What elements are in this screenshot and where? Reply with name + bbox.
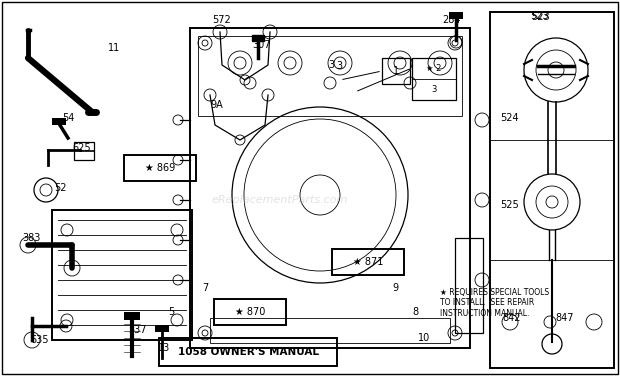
Text: ★ 869: ★ 869 xyxy=(145,163,175,173)
Text: 1: 1 xyxy=(393,66,399,76)
Text: 11: 11 xyxy=(108,43,120,53)
Bar xyxy=(382,58,410,84)
Text: 9A: 9A xyxy=(210,100,223,110)
Bar xyxy=(159,338,337,366)
Text: 54: 54 xyxy=(62,113,74,123)
Text: 13: 13 xyxy=(158,343,170,353)
Bar xyxy=(52,118,66,125)
Text: 842: 842 xyxy=(502,313,521,323)
Text: 847: 847 xyxy=(555,313,574,323)
Text: 523: 523 xyxy=(531,12,549,22)
Bar xyxy=(124,155,196,181)
Bar xyxy=(198,36,462,116)
Bar xyxy=(252,35,264,41)
Bar xyxy=(332,249,404,275)
Text: ★ 2: ★ 2 xyxy=(427,64,441,73)
Text: 1058 OWNER'S MANUAL: 1058 OWNER'S MANUAL xyxy=(177,347,319,357)
Text: 5: 5 xyxy=(168,307,174,317)
Text: 523: 523 xyxy=(530,11,549,21)
Text: 3: 3 xyxy=(432,85,436,94)
Text: 572: 572 xyxy=(212,15,231,25)
Bar xyxy=(412,58,456,100)
Text: ★ 870: ★ 870 xyxy=(235,307,265,317)
Bar xyxy=(190,28,470,348)
Bar xyxy=(210,318,450,343)
Text: 625: 625 xyxy=(72,143,91,153)
Text: 9: 9 xyxy=(392,283,398,293)
Text: 307: 307 xyxy=(252,40,270,50)
Text: ★ REQUIRES SPECIAL TOOLS
TO INSTALL.  SEE REPAIR
INSTRUCTION MANUAL.: ★ REQUIRES SPECIAL TOOLS TO INSTALL. SEE… xyxy=(440,288,549,318)
Bar xyxy=(449,12,463,19)
Text: eReplacementParts.com: eReplacementParts.com xyxy=(212,195,348,205)
Text: 8: 8 xyxy=(412,307,418,317)
Bar xyxy=(490,12,614,368)
Text: 635: 635 xyxy=(30,335,48,345)
Bar xyxy=(124,312,140,320)
Bar xyxy=(155,325,169,332)
Bar xyxy=(74,142,94,160)
Text: 3: 3 xyxy=(328,60,334,70)
Text: 3: 3 xyxy=(336,61,342,71)
Text: 284: 284 xyxy=(442,15,461,25)
Bar xyxy=(214,299,286,325)
Text: 7: 7 xyxy=(202,283,208,293)
Text: ★ 871: ★ 871 xyxy=(353,257,383,267)
Text: 10: 10 xyxy=(418,333,430,343)
Text: 383: 383 xyxy=(22,233,40,243)
Text: 52: 52 xyxy=(54,183,66,193)
Text: 525: 525 xyxy=(500,200,519,210)
Text: 524: 524 xyxy=(500,113,518,123)
Bar xyxy=(52,210,192,340)
Text: 337: 337 xyxy=(128,325,146,335)
Bar xyxy=(455,238,483,333)
